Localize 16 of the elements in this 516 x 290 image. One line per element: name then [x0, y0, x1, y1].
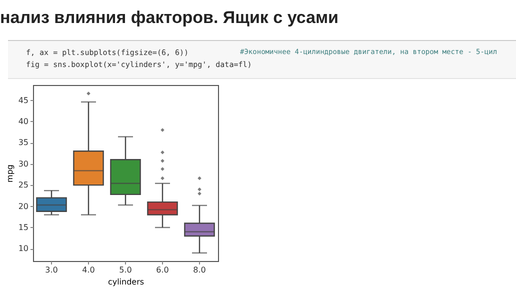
y-tick-label: 25 — [18, 180, 28, 190]
y-tick-label: 35 — [18, 138, 28, 148]
y-tick-label: 40 — [18, 116, 28, 126]
x-tick-label: 5.0 — [119, 266, 132, 274]
x-tick-label: 6.0 — [156, 266, 169, 274]
y-axis-title: mpg — [5, 164, 14, 182]
y-tick-label: 15 — [18, 222, 28, 232]
chart-title: нализ влияния факторов. Ящик с усами — [0, 8, 338, 28]
y-tick-label: 45 — [18, 96, 28, 105]
x-axis-title: cylinders — [108, 278, 144, 286]
y-tick-label: 30 — [18, 159, 28, 168]
y-tick-label: 20 — [18, 202, 28, 211]
y-tick-label: 10 — [18, 244, 28, 254]
x-tick-label: 3.0 — [45, 266, 58, 274]
x-tick-label: 4.0 — [82, 266, 95, 274]
x-tick-label: 8.0 — [193, 266, 206, 274]
